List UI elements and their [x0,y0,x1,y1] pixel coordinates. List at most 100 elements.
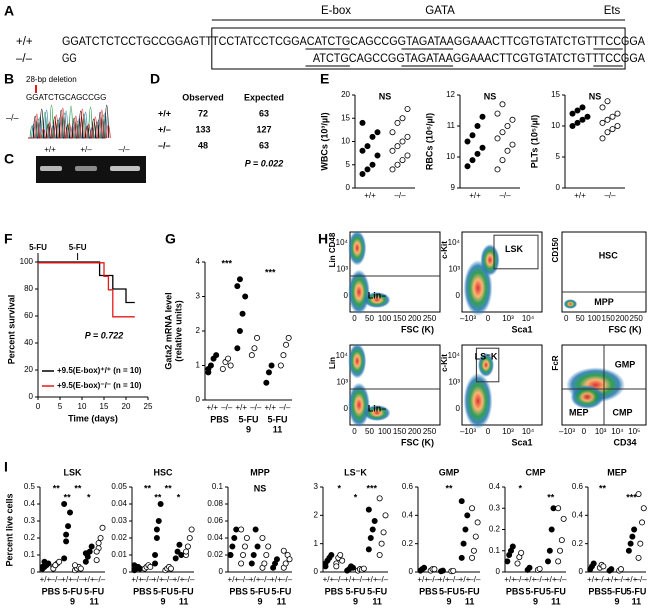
significance-label: ** [165,483,173,493]
x-tick-label: 200 [408,427,422,436]
y-tick-label: 10⁴ [336,238,349,247]
gate [493,234,539,270]
data-point [63,538,70,545]
data-point [499,157,506,164]
x-tick-label: –10³ [559,427,575,436]
density-cloud [363,405,391,421]
x-tick-label: +/+ [366,575,378,584]
x-tick-label: +/+ [152,575,164,584]
y-tick-label: 0 [456,404,461,413]
significance-label: * [337,483,341,493]
data-point [569,110,576,117]
data-point [599,104,606,111]
density-cloud [363,292,391,308]
chart-title: MEP [607,467,627,477]
data-point [574,107,581,114]
table-cell: +/– [158,124,171,134]
condition-label: 5-FU [526,586,546,596]
data-point [617,566,624,573]
y-axis-label: c-Kit [440,354,449,372]
data-point [183,548,190,555]
y-tick-label: 0.6 [572,482,584,491]
condition-label: 5-FU [63,586,83,596]
data-point [614,110,621,117]
y-axis-label: Gata2 mRNA level [163,292,173,369]
x-tick-label: –/– [604,191,616,200]
panel-letter: H [318,231,328,247]
x-tick-label: –/– [428,575,440,584]
data-point [504,558,511,565]
density-cloud [478,353,494,377]
significance-label: ** [547,492,555,502]
data-point [494,166,501,173]
x-tick-label: 10⁵ [628,427,640,436]
x-tick-label: 25 [144,402,153,411]
x-tick-label: +/+ [626,575,638,584]
x-tick-label: 10³ [595,427,607,436]
x-tick-label: –/– [597,575,609,584]
table-cell: 63 [259,108,269,118]
chart-title: LSK [64,467,83,477]
data-point [328,552,335,559]
gate-label: Lin– [368,403,387,413]
panel-letter: A [4,3,14,19]
data-point [472,533,479,540]
data-point [254,543,261,550]
data-point [61,555,68,562]
condition-label: 5-FU [460,586,480,596]
chromatogram-sequence: GGATCTGCAGCCGG [26,93,106,102]
data-point [71,562,78,569]
gate-label: GMP [615,359,636,369]
data-point [369,526,376,533]
data-point [147,563,154,570]
y-tick-label: 10³ [336,264,348,273]
data-point [518,549,525,556]
genotype-label: –/– [16,53,33,65]
data-point [382,512,389,519]
data-point [95,540,102,547]
data-point [174,548,181,555]
data-point [286,556,293,563]
data-point [360,565,367,572]
significance-label: ** [53,483,61,493]
data-point [394,161,401,168]
significance-label: *** [366,483,377,493]
chromatogram-trace [28,107,111,139]
data-point [464,512,471,519]
y-tick-label: 0 [29,392,34,401]
gel-band [110,166,140,171]
x-axis-label: Sca1 [511,324,532,334]
data-point [374,152,381,159]
data-point [250,552,257,559]
data-point [635,554,642,561]
data-point [479,144,486,151]
data-point [234,345,241,352]
x-axis-label: CD34 [613,437,636,447]
data-point [99,524,106,531]
data-point [499,129,506,136]
x-tick-label: 0 [486,427,491,436]
data-point [39,563,46,570]
condition-label: PBS [133,586,152,596]
data-point [248,352,255,359]
data-point [280,547,287,554]
p-value: P = 0.722 [85,331,123,341]
treatment-label: 5-FU [29,243,47,252]
data-point [380,529,387,536]
condition-label: 11 [465,596,475,606]
data-point [359,171,366,178]
data-point [282,560,289,567]
panel-letter: F [4,231,13,247]
table-header: Expected [244,92,284,102]
significance-label: NS [379,91,392,101]
y-axis-label: CD150 [551,237,560,262]
deletion-label: 28-bp deletion [26,75,77,84]
flow-plot-frame [561,231,647,313]
data-point [469,554,476,561]
density-cloud [348,343,367,379]
data-point [439,567,446,574]
data-point [93,557,100,564]
significance-label: * [518,483,522,493]
condition-label: 11 [273,424,283,434]
y-tick-label: 0.3 [489,503,501,512]
